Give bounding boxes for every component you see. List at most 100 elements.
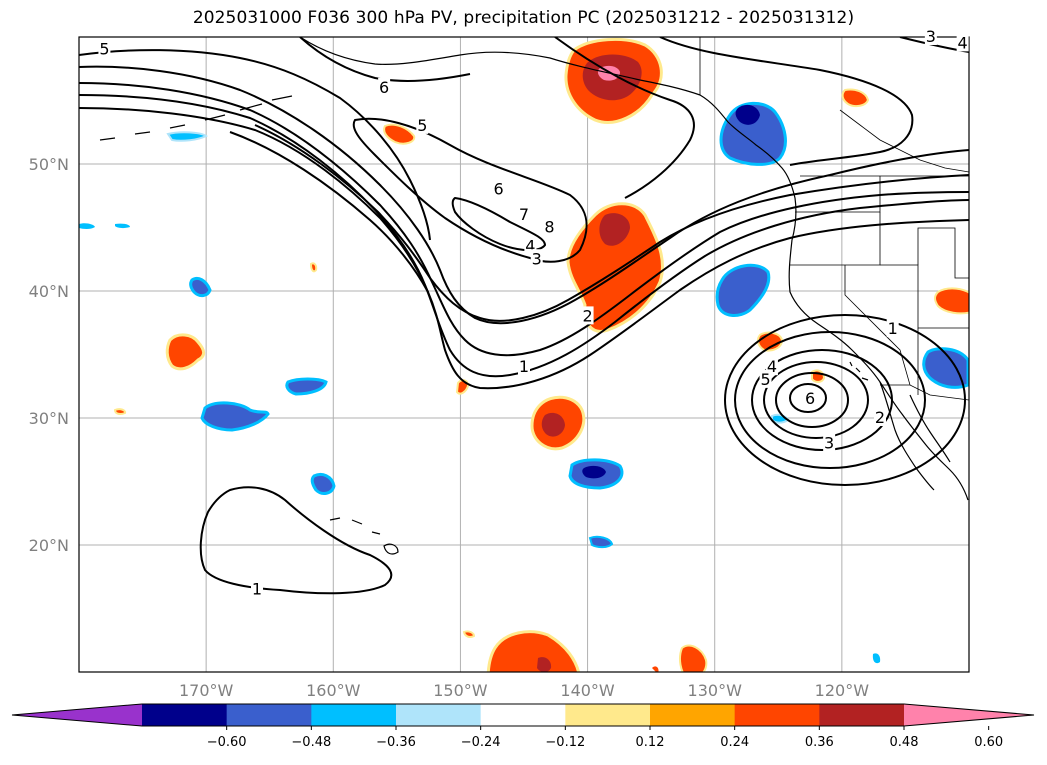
pv-contour-ring: [789, 383, 827, 413]
coastline-british-columbia: [727, 121, 797, 241]
colorbar-segment: [311, 704, 397, 726]
colorbar-segment: [650, 704, 736, 726]
precip-blob-core: [537, 657, 552, 672]
coastline-baja: [879, 381, 935, 491]
pv-contour: [79, 82, 969, 357]
contour-label: 5: [99, 40, 109, 59]
colorbar-segment: [142, 704, 228, 726]
colorbar-segment: [819, 704, 905, 726]
precip-blob-negative: [310, 472, 336, 495]
contour-label: 5: [760, 370, 770, 389]
precip-blob-positive: [113, 408, 127, 415]
contour-label-bg: [416, 115, 429, 134]
precip-blob-negative: [79, 223, 95, 229]
contour-label: 1: [519, 357, 529, 376]
colorbar-tick-label: −0.60: [207, 735, 247, 750]
colorbar-tick-label: 0.24: [720, 735, 749, 750]
coastlines: [99, 37, 969, 555]
contour-label-bg: [823, 433, 836, 452]
contour-label-bg: [378, 77, 391, 96]
colorbar-extend-min: [12, 704, 142, 726]
contour-label: 3: [824, 433, 834, 452]
borders: [699, 37, 969, 401]
precip-blob-positive: [652, 666, 659, 672]
border-state-ca-nv: [844, 265, 911, 386]
pv-contour: [352, 117, 588, 263]
pv-contour: [299, 37, 471, 82]
contour-label: 3: [926, 27, 936, 46]
colorbar: −0.60 −0.48 −0.36 −0.24 −0.12 0.12 0.24 0.36 0.4…: [11, 703, 1035, 750]
colorbar-outline: [11, 703, 1035, 727]
contour-label-bg: [804, 388, 817, 407]
precip-blob-positive: [934, 287, 969, 315]
pv-contour: [199, 486, 393, 595]
latitude-labels: 20°N 30°N 40°N 50°N: [29, 155, 69, 555]
latitude-label: 40°N: [29, 282, 69, 301]
pv-contour: [79, 107, 969, 390]
latitude-label: 30°N: [29, 409, 69, 428]
coastline-gulf-california: [909, 394, 951, 463]
precip-blob-deep: [582, 465, 606, 479]
colorbar-segment: [734, 704, 820, 726]
colorbar-tick-label: 0.36: [805, 735, 834, 750]
contour-label-bg: [492, 179, 505, 198]
colorbar-extend-max: [904, 704, 1034, 726]
precip-blob-negative: [115, 223, 130, 229]
latitude-label: 20°N: [29, 536, 69, 555]
coastline-hawaii: [329, 517, 399, 555]
pv-contour: [79, 65, 969, 325]
contour-label: 6: [379, 78, 389, 97]
colorbar-tick-label: 0.48: [890, 735, 919, 750]
contour-label-bg: [759, 369, 772, 388]
precip-blob-negative: [285, 377, 328, 396]
longitude-label: 150°W: [433, 681, 488, 700]
contour-label: 3: [532, 249, 542, 268]
colorbar-tick-label: −0.48: [291, 735, 331, 750]
pv-contour-ring: [775, 372, 849, 428]
colorbar-segment: [480, 704, 566, 726]
contour-label-bg: [956, 33, 969, 52]
pv-contour: [554, 37, 695, 199]
colorbar-tick-label: −0.24: [461, 735, 501, 750]
contour-label-bg: [886, 319, 899, 338]
contour-label-bg: [543, 217, 556, 236]
contour-label: 6: [493, 179, 503, 198]
contour-label-bg: [530, 249, 543, 268]
contour-label: 7: [519, 205, 529, 224]
pv-contour-ring: [751, 349, 893, 451]
coastline-alaska: [299, 37, 729, 123]
longitude-label: 120°W: [815, 681, 870, 700]
latitude-label: 50°N: [29, 155, 69, 174]
longitude-label: 170°W: [179, 681, 234, 700]
colorbar-tick-label: −0.12: [545, 735, 585, 750]
longitude-label: 130°W: [688, 681, 743, 700]
precip-blob-positive: [566, 202, 664, 333]
precip-blob-negative: [166, 131, 208, 142]
pv-contour-ring: [734, 331, 926, 469]
precip-blob-positive: [841, 88, 870, 108]
longitude-label: 160°W: [306, 681, 361, 700]
precip-blob-core: [541, 412, 565, 437]
border-us-mexico: [880, 384, 969, 401]
colorbar-tick-label: 0.12: [636, 735, 665, 750]
pv-contours: [79, 37, 969, 595]
pv-contour: [79, 94, 969, 378]
contour-label: 4: [767, 357, 777, 376]
precip-blob-negative: [715, 263, 771, 317]
border-state-or-ca: [790, 212, 881, 266]
border-state-nv: [880, 264, 969, 329]
pv-contour-ring: [724, 314, 966, 486]
contour-label-bg: [518, 204, 530, 223]
precip-blob-negative: [922, 347, 969, 389]
precip-blob-positive: [462, 630, 476, 638]
pv-contour: [79, 49, 431, 241]
coastline-channel-islands: [849, 361, 869, 381]
contour-label-bg: [251, 579, 263, 598]
contour-label: 4: [958, 33, 968, 52]
contour-label: 4: [525, 237, 535, 256]
precip-blob-positive: [383, 123, 416, 145]
contour-label-bg: [98, 39, 111, 58]
